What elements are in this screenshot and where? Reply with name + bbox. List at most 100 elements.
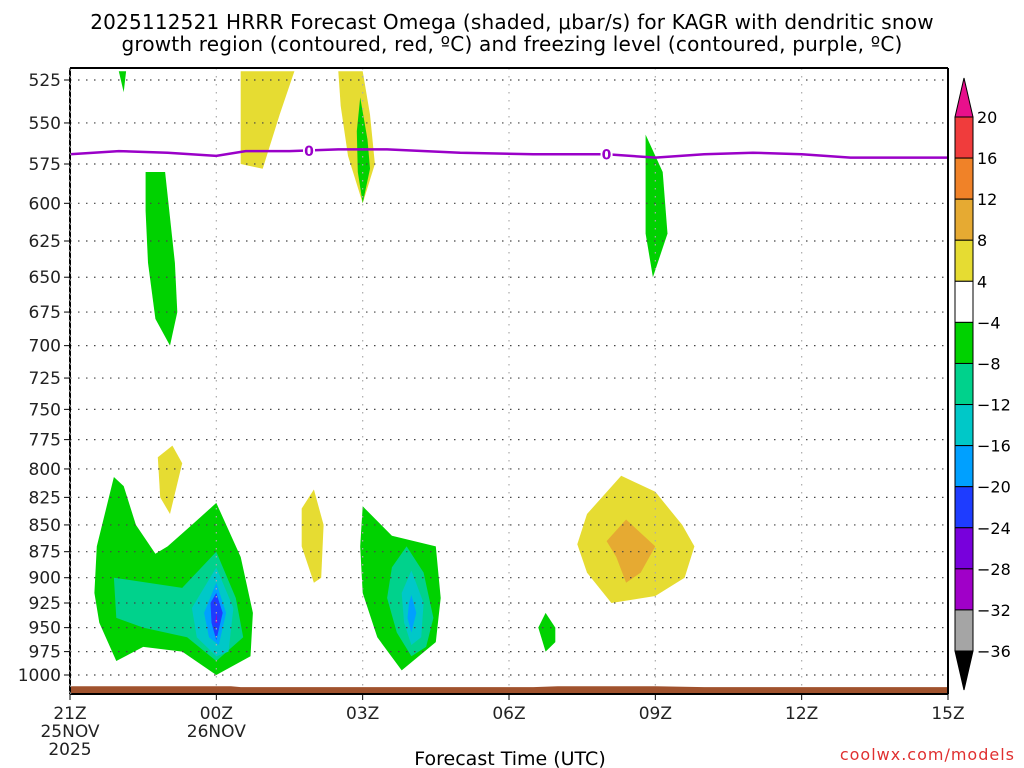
- minor-tick: [68, 445, 72, 450]
- minor-tick: [68, 529, 72, 534]
- minor-tick: [68, 508, 72, 513]
- y-tick-label: 775: [29, 431, 61, 451]
- minor-tick: [68, 613, 72, 618]
- colorbar-bin: [954, 609, 974, 652]
- minor-tick: [68, 298, 72, 303]
- y-tick-label: 550: [29, 114, 61, 134]
- shaded-regions: [94, 71, 695, 675]
- x-tick-label: 00Z: [200, 704, 233, 724]
- y-tick-label: 800: [29, 460, 61, 480]
- omega-region--4: [118, 71, 127, 93]
- x-tick-label: 12Z: [785, 704, 818, 724]
- minor-tick: [68, 571, 72, 576]
- minor-tick: [68, 585, 72, 590]
- colorbar-label: 16: [977, 149, 997, 168]
- minor-tick: [68, 410, 72, 415]
- omega-region--4: [145, 172, 178, 346]
- credit-link[interactable]: coolwx.com/models: [840, 745, 1015, 764]
- colorbar-bin: [954, 116, 974, 159]
- x-tick-label: 25NOV: [40, 722, 99, 742]
- minor-tick: [68, 312, 72, 317]
- minor-tick: [68, 81, 72, 86]
- x-tick-label: 15Z: [931, 704, 964, 724]
- y-tick-label: 675: [29, 303, 61, 323]
- minor-tick: [68, 158, 72, 163]
- colorbar-label: −20: [977, 478, 1011, 497]
- freezing-level-line: [69, 148, 948, 159]
- colorbar-bottom-arrow: [954, 650, 974, 691]
- minor-tick: [68, 116, 72, 121]
- y-tick-label: 575: [29, 155, 61, 175]
- x-tick-label: 09Z: [639, 704, 672, 724]
- y-tick-label: 900: [29, 569, 61, 589]
- minor-tick: [68, 431, 72, 436]
- minor-tick: [68, 396, 72, 401]
- minor-tick: [68, 137, 72, 142]
- minor-tick: [68, 501, 72, 506]
- colorbar-bin: [954, 321, 974, 364]
- minor-tick: [68, 179, 72, 184]
- x-axis-label: Forecast Time (UTC): [414, 748, 605, 768]
- minor-tick: [68, 88, 72, 93]
- minor-tick: [68, 228, 72, 233]
- omega-region--16: [407, 595, 417, 633]
- minor-tick: [68, 690, 72, 695]
- minor-tick: [68, 256, 72, 261]
- axes: 525 550 575 600 625 650 675 700 725 750 775 800 825 8…: [18, 67, 965, 760]
- minor-tick: [68, 515, 72, 520]
- terrain: [70, 686, 948, 694]
- colorbar-label: −32: [977, 601, 1011, 620]
- minor-tick: [68, 186, 72, 191]
- minor-tick: [68, 627, 72, 632]
- x-tick-label: 2025: [48, 740, 91, 760]
- y-tick-label: 525: [29, 71, 61, 91]
- minor-tick: [68, 424, 72, 429]
- y-tick-label: 975: [29, 643, 61, 663]
- y-tick-label: 875: [29, 543, 61, 563]
- colorbar-label: 12: [977, 190, 997, 209]
- freezing-label-bg: [600, 145, 613, 162]
- chart-title-line-1: 2025112521 HRRR Forecast Omega (shaded, …: [90, 10, 934, 34]
- minor-tick: [68, 382, 72, 387]
- colorbar-label: −36: [977, 642, 1011, 661]
- minor-tick: [68, 368, 72, 373]
- colorbar-bin: [954, 486, 974, 529]
- omega-region-4: [338, 71, 375, 204]
- grid-lines: [70, 68, 948, 694]
- colorbar-bin: [954, 280, 974, 323]
- minor-tick: [68, 361, 72, 366]
- colorbar-bin: [954, 404, 974, 447]
- minor-tick: [68, 291, 72, 296]
- omega-region-4: [240, 71, 295, 169]
- freezing-level-label: 0: [602, 147, 612, 163]
- x-tick-label: 03Z: [346, 704, 379, 724]
- omega-region-4: [301, 489, 324, 583]
- terrain-ground: [70, 686, 948, 694]
- minor-tick: [68, 340, 72, 345]
- omega-region-4: [157, 445, 183, 514]
- minor-tick: [68, 403, 72, 408]
- minor-tick: [68, 74, 72, 79]
- minor-tick: [68, 193, 72, 198]
- minor-tick: [68, 641, 72, 646]
- y-tick-label: 750: [29, 400, 61, 420]
- minor-tick: [68, 389, 72, 394]
- minor-tick: [68, 326, 72, 331]
- y-tick-label: 700: [29, 337, 61, 357]
- minor-tick: [68, 200, 72, 205]
- colorbar-label: −28: [977, 560, 1011, 579]
- minor-tick: [68, 375, 72, 380]
- minor-tick: [68, 242, 72, 247]
- colorbar-label: −12: [977, 396, 1011, 415]
- y-tick-label: 925: [29, 594, 61, 614]
- y-tick-label: 600: [29, 194, 61, 214]
- colorbar-label: 20: [977, 108, 997, 127]
- minor-tick: [68, 235, 72, 240]
- x-tick-label: 26NOV: [187, 722, 246, 742]
- minor-tick: [68, 676, 72, 681]
- y-tick-label: 625: [29, 232, 61, 252]
- y-tick-label: 825: [29, 488, 61, 508]
- minor-tick: [68, 606, 72, 611]
- freezing-label-bg: [303, 142, 316, 159]
